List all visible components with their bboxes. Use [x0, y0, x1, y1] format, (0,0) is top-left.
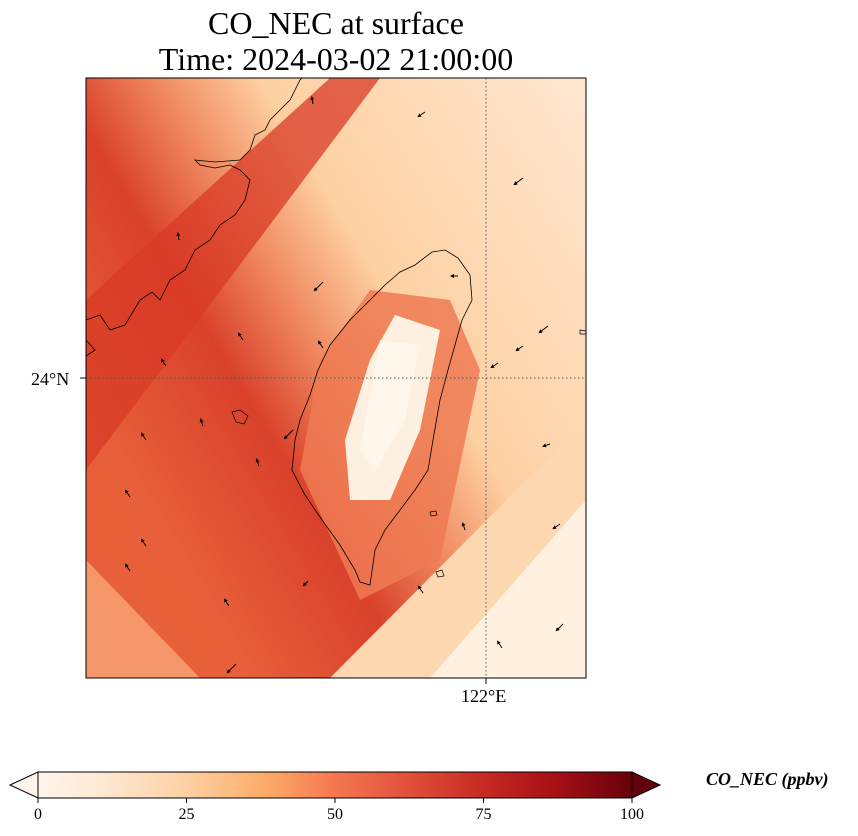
wind-arrow: [176, 232, 181, 241]
wind-arrow: [461, 522, 466, 531]
taiwan-coastline: [291, 249, 473, 586]
wind-arrow: [490, 362, 499, 369]
map-field: [86, 78, 586, 678]
plot-title-line1: CO_NEC at surface: [208, 5, 464, 41]
low-region-sw: [86, 560, 200, 678]
wind-arrow: [417, 585, 424, 594]
wind-arrow: [555, 623, 564, 632]
colorbar-ticks: [37, 798, 633, 803]
colorbar-label: CO_NEC (ppbv): [706, 769, 829, 789]
lon-tick-label: 122°E: [461, 686, 507, 706]
wind-arrow: [417, 111, 426, 118]
colorbar-bar: [37, 771, 633, 799]
island-core: [360, 340, 420, 470]
wind-arrow: [124, 489, 131, 498]
penghu-islands: [231, 409, 249, 425]
wind-arrow: [199, 418, 204, 427]
wind-arrow: [140, 538, 147, 547]
colorbar-tick-label: 100: [620, 806, 644, 823]
plot-title-line2: Time: 2024-03-02 21:00:00: [158, 41, 514, 77]
mainland-coastline: [86, 78, 303, 331]
colorbar-tick-label: 75: [475, 806, 492, 823]
wind-arrow: [223, 598, 230, 607]
wind-arrow: [310, 96, 315, 105]
wind-arrow: [140, 432, 147, 441]
wind-arrow: [552, 523, 561, 530]
wind-arrow: [237, 332, 244, 341]
lat-tick-label: 24°N: [31, 369, 70, 389]
wind-arrow: [496, 640, 503, 649]
wind-arrow: [226, 663, 237, 674]
lowest-region-se: [430, 500, 586, 678]
wind-vectors: [124, 96, 564, 674]
small-island: [435, 569, 445, 578]
wind-arrow: [124, 563, 131, 572]
wind-arrow: [283, 429, 294, 440]
wind-arrow: [302, 580, 309, 587]
small-island: [429, 510, 438, 517]
wind-arrow: [255, 458, 260, 467]
colorbar-tick-label: 0: [34, 806, 42, 823]
wind-arrow: [542, 443, 551, 448]
small-island: [579, 329, 586, 335]
wind-arrow: [313, 281, 324, 292]
wind-arrow: [160, 358, 167, 367]
wind-arrow: [513, 177, 524, 186]
colorbar-tick-label: 50: [327, 806, 343, 823]
wind-arrow: [317, 340, 324, 349]
plume-band: [86, 78, 380, 470]
colorbar-extend-high: [631, 771, 662, 799]
colorbar-extend-low: [8, 771, 39, 799]
colorbar: [8, 771, 662, 803]
wind-arrow: [538, 325, 549, 334]
mainland-coast-fragment: [86, 339, 96, 357]
colorbar-tick-label: 25: [178, 806, 195, 823]
wind-arrow: [515, 345, 524, 352]
